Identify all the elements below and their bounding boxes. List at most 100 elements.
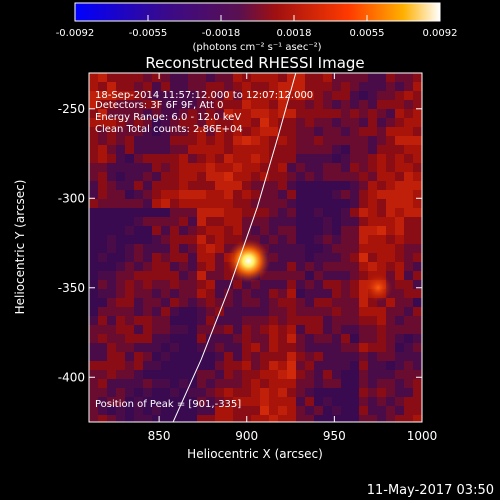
heatmap-cell xyxy=(368,406,377,415)
heatmap-cell xyxy=(224,100,233,109)
heatmap-cell xyxy=(287,397,296,406)
heatmap-cell xyxy=(188,280,197,289)
heatmap-cell xyxy=(287,307,296,316)
heatmap-cell xyxy=(350,289,359,298)
heatmap-cell xyxy=(341,172,350,181)
heatmap-cell xyxy=(197,343,206,352)
heatmap-cell xyxy=(143,163,152,172)
heatmap-cell xyxy=(413,352,422,361)
heatmap-cell xyxy=(242,334,251,343)
heatmap-cell xyxy=(161,325,170,334)
heatmap-cell xyxy=(377,343,386,352)
heatmap-cell xyxy=(413,388,422,397)
heatmap-cell xyxy=(197,334,206,343)
heatmap-cell xyxy=(395,370,404,379)
heatmap-cell xyxy=(125,334,134,343)
heatmap-cell xyxy=(314,145,323,154)
heatmap-cell xyxy=(188,118,197,127)
heatmap-cell xyxy=(341,397,350,406)
heatmap-cell xyxy=(215,91,224,100)
heatmap-cell xyxy=(341,217,350,226)
heatmap-cell xyxy=(143,334,152,343)
heatmap-cell xyxy=(188,217,197,226)
heatmap-cell xyxy=(188,154,197,163)
heatmap-cell xyxy=(152,154,161,163)
heatmap-cell xyxy=(233,100,242,109)
heatmap-cell xyxy=(143,199,152,208)
heatmap-cell xyxy=(278,343,287,352)
heatmap-cell xyxy=(305,73,314,82)
heatmap-cell xyxy=(269,289,278,298)
heatmap-cell xyxy=(179,361,188,370)
heatmap-cell xyxy=(197,379,206,388)
heatmap-cell xyxy=(188,136,197,145)
heatmap-cell xyxy=(170,334,179,343)
heatmap-cell xyxy=(305,136,314,145)
heatmap-cell xyxy=(233,307,242,316)
heatmap-cell xyxy=(98,172,107,181)
heatmap-cell xyxy=(89,415,98,422)
heatmap-cell xyxy=(278,307,287,316)
y-axis-ticks: -400 -350 -300 -250 xyxy=(58,102,422,384)
heatmap-cell xyxy=(368,325,377,334)
heatmap-cell xyxy=(98,316,107,325)
heatmap-cell xyxy=(89,118,98,127)
heatmap-cell xyxy=(89,352,98,361)
heatmap-cell xyxy=(143,217,152,226)
heatmap-cell xyxy=(161,217,170,226)
heatmap-cell xyxy=(242,370,251,379)
heatmap-cell xyxy=(179,406,188,415)
heatmap-cell xyxy=(377,127,386,136)
heatmap-cell xyxy=(116,127,125,136)
heatmap-cell xyxy=(332,235,341,244)
heatmap-cell xyxy=(404,163,413,172)
heatmap-cell xyxy=(386,136,395,145)
heatmap-cell xyxy=(89,370,98,379)
heatmap-cell xyxy=(233,190,242,199)
heatmap-cell xyxy=(179,109,188,118)
heatmap-cell xyxy=(395,289,404,298)
heatmap-cell xyxy=(314,343,323,352)
heatmap-cell xyxy=(350,208,359,217)
heatmap-cell xyxy=(278,415,287,422)
heatmap-cell xyxy=(170,244,179,253)
heatmap-cell xyxy=(98,352,107,361)
heatmap-cell xyxy=(350,298,359,307)
heatmap-cell xyxy=(359,163,368,172)
heatmap-cell xyxy=(134,190,143,199)
heatmap-cell xyxy=(386,91,395,100)
heatmap-cell xyxy=(323,379,332,388)
heatmap-cell xyxy=(341,307,350,316)
heatmap-cell xyxy=(386,118,395,127)
heatmap-cell xyxy=(161,361,170,370)
heatmap-cell xyxy=(341,226,350,235)
heatmap-cell xyxy=(206,91,215,100)
heatmap-cell xyxy=(413,316,422,325)
heatmap-cell xyxy=(188,289,197,298)
heatmap-cell xyxy=(197,208,206,217)
heatmap-cell xyxy=(278,361,287,370)
heatmap-cell xyxy=(413,415,422,422)
heatmap-cell xyxy=(296,253,305,262)
x-tick-label: 850 xyxy=(148,429,171,443)
heatmap-cell xyxy=(179,397,188,406)
heatmap-cell xyxy=(377,190,386,199)
heatmap-cell xyxy=(206,172,215,181)
heatmap-cell xyxy=(170,163,179,172)
heatmap-cell xyxy=(341,388,350,397)
heatmap-cell xyxy=(143,154,152,163)
heatmap-cell xyxy=(332,100,341,109)
heatmap-cell xyxy=(215,361,224,370)
heatmap-cell xyxy=(89,217,98,226)
heatmap-cell xyxy=(269,388,278,397)
heatmap-cell xyxy=(215,415,224,422)
heatmap-cell xyxy=(332,316,341,325)
heatmap-cell xyxy=(134,298,143,307)
heatmap-cell xyxy=(386,235,395,244)
heatmap-cell xyxy=(395,136,404,145)
heatmap-cell xyxy=(197,154,206,163)
heatmap-cell xyxy=(89,316,98,325)
heatmap-cell xyxy=(269,415,278,422)
heatmap-cell xyxy=(161,298,170,307)
heatmap-cell xyxy=(98,325,107,334)
